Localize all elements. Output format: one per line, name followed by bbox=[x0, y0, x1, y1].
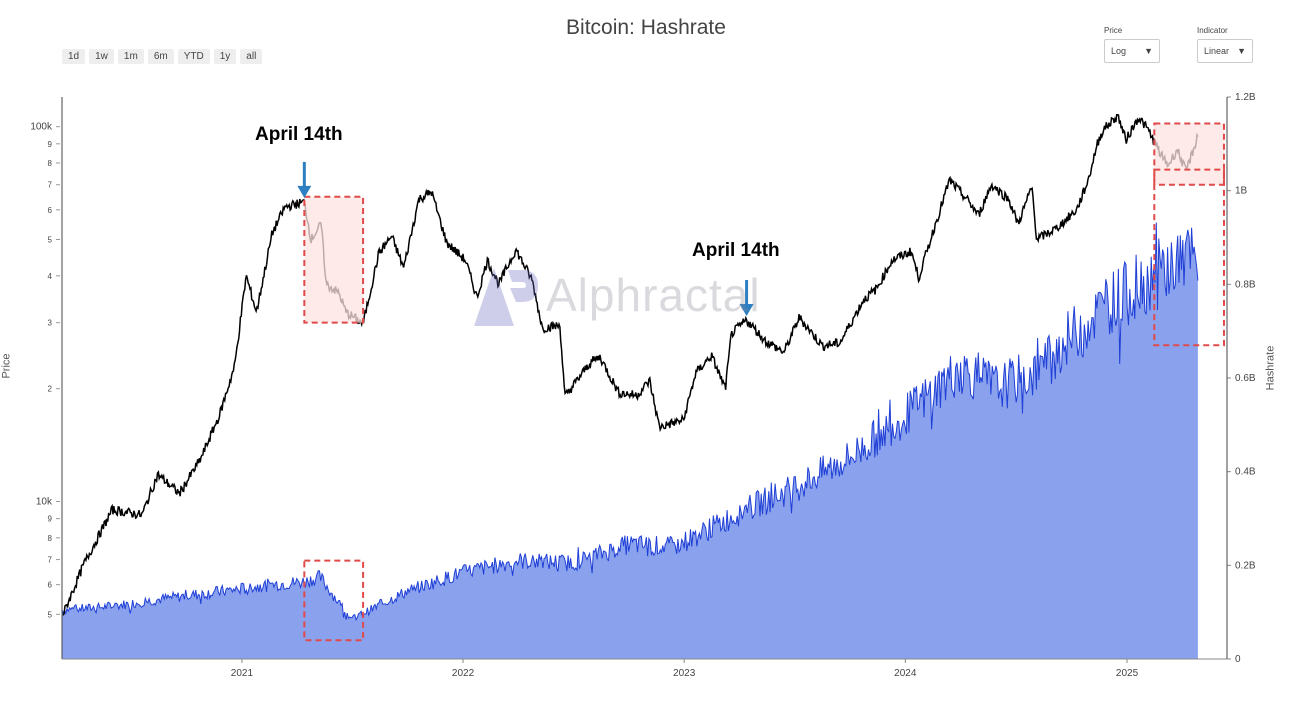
y-left-tick-label: 3 bbox=[48, 319, 53, 328]
price-series-layer bbox=[62, 114, 1199, 616]
highlight-box bbox=[1153, 122, 1225, 186]
annotation-label-2021: April 14th bbox=[255, 124, 343, 145]
hashrate-line bbox=[61, 222, 1199, 622]
y-left-axis-title: Price bbox=[0, 353, 13, 379]
y-right-tick-label: 0.6B bbox=[1235, 373, 1256, 384]
x-tick-label: 2025 bbox=[1116, 668, 1139, 679]
indicator-scale-dropdown[interactable]: Linear ▼ bbox=[1197, 39, 1253, 63]
range-button-1w[interactable]: 1w bbox=[89, 49, 114, 64]
caret-down-icon: ▼ bbox=[1144, 46, 1153, 56]
watermark: Alphractal bbox=[470, 262, 761, 328]
highlight-box bbox=[303, 195, 365, 324]
y-left-tick-label: 4 bbox=[48, 272, 53, 281]
y-left-tick-label: 10k bbox=[36, 496, 53, 507]
annotation-arrows-layer bbox=[297, 161, 754, 316]
highlight-boxes-layer bbox=[303, 122, 1225, 642]
y-left-tick-label: 5 bbox=[48, 236, 53, 245]
y-left-tick-label: 6 bbox=[48, 206, 53, 215]
annotation-label-2023: April 14th bbox=[692, 240, 780, 261]
y-left-tick-label: 7 bbox=[48, 181, 53, 190]
annotation-arrow-head bbox=[739, 303, 754, 316]
hashrate-area-layer bbox=[62, 222, 1198, 659]
range-button-6m[interactable]: 6m bbox=[147, 49, 174, 64]
y-left-tick-label: 100k bbox=[30, 122, 53, 133]
x-tick-label: 2021 bbox=[231, 668, 254, 679]
indicator-scale-value: Linear bbox=[1204, 46, 1230, 56]
range-button-ytd[interactable]: YTD bbox=[177, 49, 210, 64]
price-scale-value: Log bbox=[1111, 46, 1127, 56]
y-right-axis-title: Hashrate bbox=[1264, 345, 1277, 391]
price-line bbox=[62, 114, 1199, 616]
indicator-scale-selector: Indicator Linear ▼ bbox=[1197, 26, 1253, 63]
range-button-1y[interactable]: 1y bbox=[213, 49, 237, 64]
hashrate-area bbox=[62, 222, 1198, 659]
y-left-tick-label: 9 bbox=[48, 515, 53, 524]
price-selector-label: Price bbox=[1104, 26, 1123, 35]
x-tick-label: 2023 bbox=[673, 668, 696, 679]
chart-title: Bitcoin: Hashrate bbox=[566, 16, 726, 39]
y-left-tick-label: 5 bbox=[48, 610, 53, 619]
caret-down-icon: ▼ bbox=[1237, 46, 1246, 56]
alphractal-logo-icon bbox=[474, 268, 538, 326]
y-right-tick-label: 0.8B bbox=[1235, 279, 1256, 290]
price-scale-dropdown[interactable]: Log ▼ bbox=[1104, 39, 1160, 63]
x-tick-label: 2024 bbox=[894, 668, 917, 679]
y-left-tick-label: 6 bbox=[48, 581, 53, 590]
watermark-text: Alphractal bbox=[546, 269, 761, 321]
hashrate-series-layer bbox=[61, 222, 1199, 622]
y-left-tick-label: 7 bbox=[48, 556, 53, 565]
range-selector: 1d 1w 1m 6m YTD 1y all bbox=[62, 49, 263, 64]
y-right-tick-label: 1.2B bbox=[1235, 92, 1256, 103]
y-left-tick-label: 2 bbox=[48, 385, 53, 394]
y-left-tick-label: 9 bbox=[48, 140, 53, 149]
x-tick-label: 2022 bbox=[452, 668, 475, 679]
y-right-tick-label: 1B bbox=[1235, 186, 1248, 197]
axes-layer: 2021 2022 2023 2024 2025 5 6 7 8 9 10k 2 3 4 5 6 7 8 9 100k… bbox=[30, 92, 1256, 679]
highlight-box bbox=[1153, 168, 1225, 347]
price-scale-selector: Price Log ▼ bbox=[1104, 26, 1160, 63]
range-button-1m[interactable]: 1m bbox=[117, 49, 144, 64]
indicator-selector-label: Indicator bbox=[1197, 26, 1228, 35]
y-left-tick-label: 8 bbox=[48, 534, 53, 543]
y-right-tick-label: 0.4B bbox=[1235, 467, 1256, 478]
range-button-all[interactable]: all bbox=[240, 49, 263, 64]
range-button-1d[interactable]: 1d bbox=[62, 49, 86, 64]
annotation-arrow-head bbox=[297, 185, 312, 198]
y-left-tick-label: 8 bbox=[48, 159, 53, 168]
y-right-tick-label: 0 bbox=[1235, 654, 1241, 665]
y-right-tick-label: 0.2B bbox=[1235, 560, 1256, 571]
